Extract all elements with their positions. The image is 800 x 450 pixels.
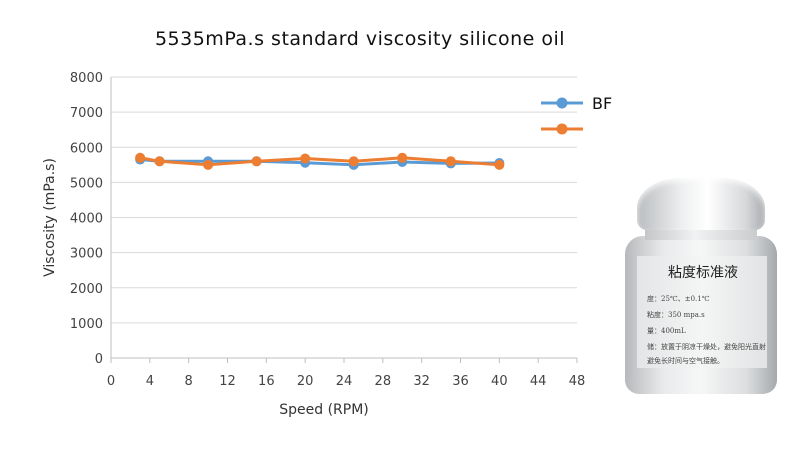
x-tick-label: 12 bbox=[219, 374, 236, 389]
x-tick-label: 0 bbox=[107, 374, 115, 389]
chart-title: 5535mPa.s standard viscosity silicone oi… bbox=[154, 28, 566, 50]
legend: BF bbox=[541, 94, 612, 135]
x-tick-label: 44 bbox=[530, 374, 547, 389]
x-axis-label: Speed (RPM) bbox=[279, 402, 369, 418]
data-point bbox=[445, 156, 456, 167]
y-tick-label: 7000 bbox=[70, 106, 103, 121]
y-tick-label: 6000 bbox=[70, 141, 103, 156]
x-tick-label: 20 bbox=[297, 374, 314, 389]
x-tick-label: 48 bbox=[569, 374, 586, 389]
x-tick-label: 4 bbox=[146, 374, 154, 389]
legend-label: BF bbox=[592, 94, 612, 113]
y-tick-label: 2000 bbox=[70, 282, 103, 297]
data-point bbox=[397, 152, 408, 163]
x-tick-labels: 0 4 8 12 16 20 24 28 32 36 40 44 48 bbox=[107, 374, 585, 389]
x-tick-label: 32 bbox=[413, 374, 430, 389]
bottle-label-line: 度：25℃、±0.1℃ bbox=[647, 295, 710, 303]
y-tick-label: 0 bbox=[95, 352, 103, 367]
bottle-label-line: 储：放置于阴凉干燥处，避免阳光直射 bbox=[647, 343, 766, 351]
data-point bbox=[494, 159, 505, 170]
data-point bbox=[154, 156, 165, 167]
x-tick-label: 28 bbox=[375, 374, 392, 389]
x-tick-label: 16 bbox=[258, 374, 275, 389]
data-series bbox=[135, 152, 505, 170]
axes bbox=[110, 77, 578, 363]
y-axis-label: Viscosity (mPa.s) bbox=[42, 158, 58, 277]
data-point bbox=[203, 159, 214, 170]
bottle-label-line: 避免长时间与空气接触。 bbox=[647, 357, 724, 365]
y-tick-label: 8000 bbox=[70, 71, 103, 86]
x-tick-label: 8 bbox=[185, 374, 193, 389]
bottle-label-line: 量：400mL bbox=[647, 327, 686, 335]
legend-marker bbox=[556, 123, 568, 135]
data-point bbox=[135, 152, 146, 163]
standard-fluid-bottle: 粘度标准液 度：25℃、±0.1℃ 粘度：350 mpa.s 量：400mL 储… bbox=[615, 178, 787, 396]
bottle-label-line: 粘度：350 mpa.s bbox=[647, 311, 705, 319]
x-tick-label: 40 bbox=[491, 374, 508, 389]
y-tick-label: 3000 bbox=[70, 247, 103, 262]
y-tick-labels: 0 1000 2000 3000 4000 5000 6000 7000 8000 bbox=[70, 71, 103, 367]
y-tick-label: 1000 bbox=[70, 317, 103, 332]
bottle-cap bbox=[637, 178, 765, 230]
data-point bbox=[300, 153, 311, 164]
data-point bbox=[348, 156, 359, 167]
y-tick-label: 5000 bbox=[70, 176, 103, 191]
bottle-label-title: 粘度标准液 bbox=[668, 265, 738, 281]
bottle-label: 粘度标准液 度：25℃、±0.1℃ 粘度：350 mpa.s 量：400mL 储… bbox=[637, 256, 767, 368]
gridlines bbox=[111, 76, 577, 324]
y-tick-label: 4000 bbox=[70, 212, 103, 227]
x-tick-label: 36 bbox=[452, 374, 469, 389]
data-point bbox=[251, 156, 262, 167]
x-tick-label: 24 bbox=[336, 374, 353, 389]
legend-marker bbox=[556, 97, 568, 109]
